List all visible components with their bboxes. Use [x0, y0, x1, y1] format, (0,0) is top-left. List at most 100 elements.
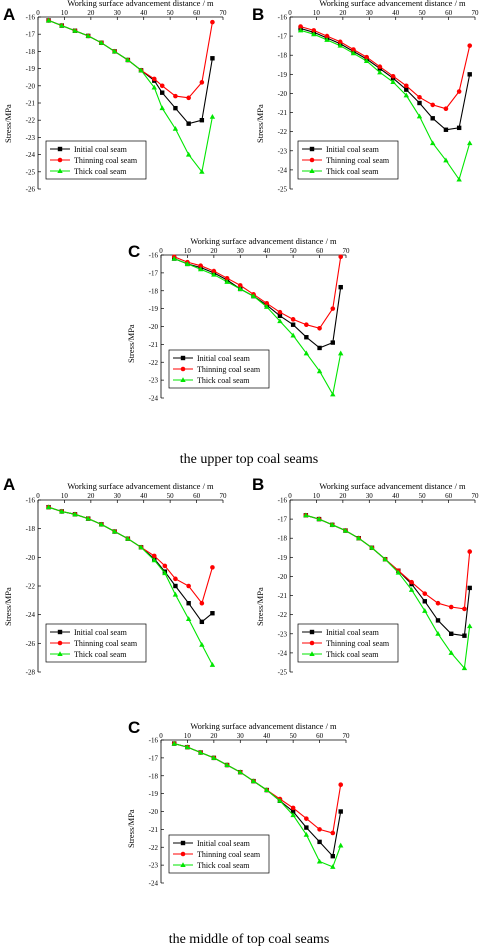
data-point [264, 787, 270, 793]
data-point [330, 864, 336, 869]
data-point [59, 508, 65, 514]
x-tick-label: 10 [61, 492, 69, 500]
series-line [48, 19, 213, 174]
data-point [199, 600, 205, 606]
x-tick-label: 50 [419, 9, 427, 17]
legend-label: Initial coal seam [326, 628, 380, 637]
y-tick-label: -25 [278, 186, 288, 194]
data-point [461, 665, 468, 671]
y-tick-label: -19 [278, 71, 288, 79]
x-tick-label: 70 [343, 247, 351, 255]
data-point [417, 94, 422, 100]
y-axis-title: Stress/MPa [126, 809, 136, 848]
y-tick-label: -19 [149, 305, 159, 313]
data-point [311, 28, 317, 33]
data-point [264, 304, 270, 309]
series-line [173, 258, 342, 349]
panel-letter: B [252, 475, 264, 494]
data-point [364, 54, 369, 60]
y-tick-label: -18 [26, 48, 36, 56]
data-point [304, 816, 309, 821]
data-point [443, 127, 449, 132]
legend-label: Thinning coal seam [197, 850, 261, 859]
data-point [377, 69, 383, 75]
x-tick-label: 10 [184, 247, 192, 255]
data-point [338, 842, 344, 848]
data-point [324, 33, 330, 39]
data-point [290, 317, 296, 322]
data-point [369, 544, 375, 550]
data-point [159, 105, 165, 111]
panel-letter: C [128, 718, 140, 737]
x-tick-label: 10 [61, 9, 69, 17]
data-point [290, 322, 296, 327]
data-point [85, 515, 91, 521]
data-point [448, 604, 454, 610]
data-point [317, 839, 322, 845]
legend-label: Thick coal seam [197, 861, 250, 870]
y-tick-label: -21 [26, 100, 36, 108]
y-tick-label: -20 [26, 554, 36, 562]
legend-marker [180, 862, 186, 867]
y-tick-label: -20 [278, 573, 288, 581]
x-tick-label: 0 [36, 9, 40, 17]
data-point [162, 563, 168, 569]
x-tick-label: 20 [210, 247, 218, 255]
data-point [317, 827, 322, 832]
data-point [462, 606, 467, 612]
series-line [48, 506, 213, 605]
data-point [290, 805, 296, 811]
x-tick-label: 30 [237, 732, 245, 740]
series-line [305, 514, 471, 637]
data-point [350, 50, 357, 56]
data-point [277, 309, 283, 315]
data-point [324, 37, 330, 42]
y-tick-label: -22 [278, 128, 288, 136]
data-point [277, 797, 283, 803]
series-line [300, 29, 471, 181]
data-point [456, 176, 462, 182]
legend-marker [57, 640, 63, 646]
data-point [59, 22, 65, 28]
data-point [250, 293, 257, 299]
data-point [186, 601, 191, 606]
data-point [467, 72, 472, 77]
series-line [174, 743, 342, 868]
legend-marker [309, 651, 315, 656]
caption-upper: the upper top coal seams [179, 452, 319, 467]
y-tick-label: -23 [278, 147, 288, 155]
data-point [404, 87, 409, 92]
data-point [416, 113, 423, 119]
data-point [329, 522, 335, 527]
series-line [173, 258, 342, 396]
data-point [298, 24, 303, 29]
legend-label: Thick coal seam [74, 167, 127, 176]
data-point [290, 809, 296, 814]
data-point [467, 140, 473, 146]
series-line [300, 27, 471, 131]
x-tick-label: 0 [288, 9, 292, 17]
data-point [237, 286, 243, 291]
legend-marker [180, 355, 186, 361]
data-point [462, 633, 467, 638]
x-tick-label: 40 [392, 9, 400, 17]
data-point [186, 121, 191, 126]
y-tick-label: -20 [149, 323, 159, 331]
x-tick-label: 0 [36, 492, 40, 500]
data-point [342, 527, 349, 533]
data-point [224, 279, 230, 284]
data-point [199, 80, 205, 85]
x-tick-label: 30 [114, 9, 122, 17]
y-tick-label: -16 [149, 252, 159, 260]
data-point [403, 83, 409, 89]
data-point [173, 105, 178, 111]
data-point [159, 83, 165, 89]
data-point [467, 43, 473, 48]
data-point [316, 516, 322, 522]
x-tick-label: 70 [472, 9, 480, 17]
data-point [151, 76, 157, 82]
legend-marker [57, 168, 63, 173]
x-tick-label: 20 [87, 492, 95, 500]
x-tick-label: 40 [140, 9, 148, 17]
series-line [48, 19, 213, 125]
